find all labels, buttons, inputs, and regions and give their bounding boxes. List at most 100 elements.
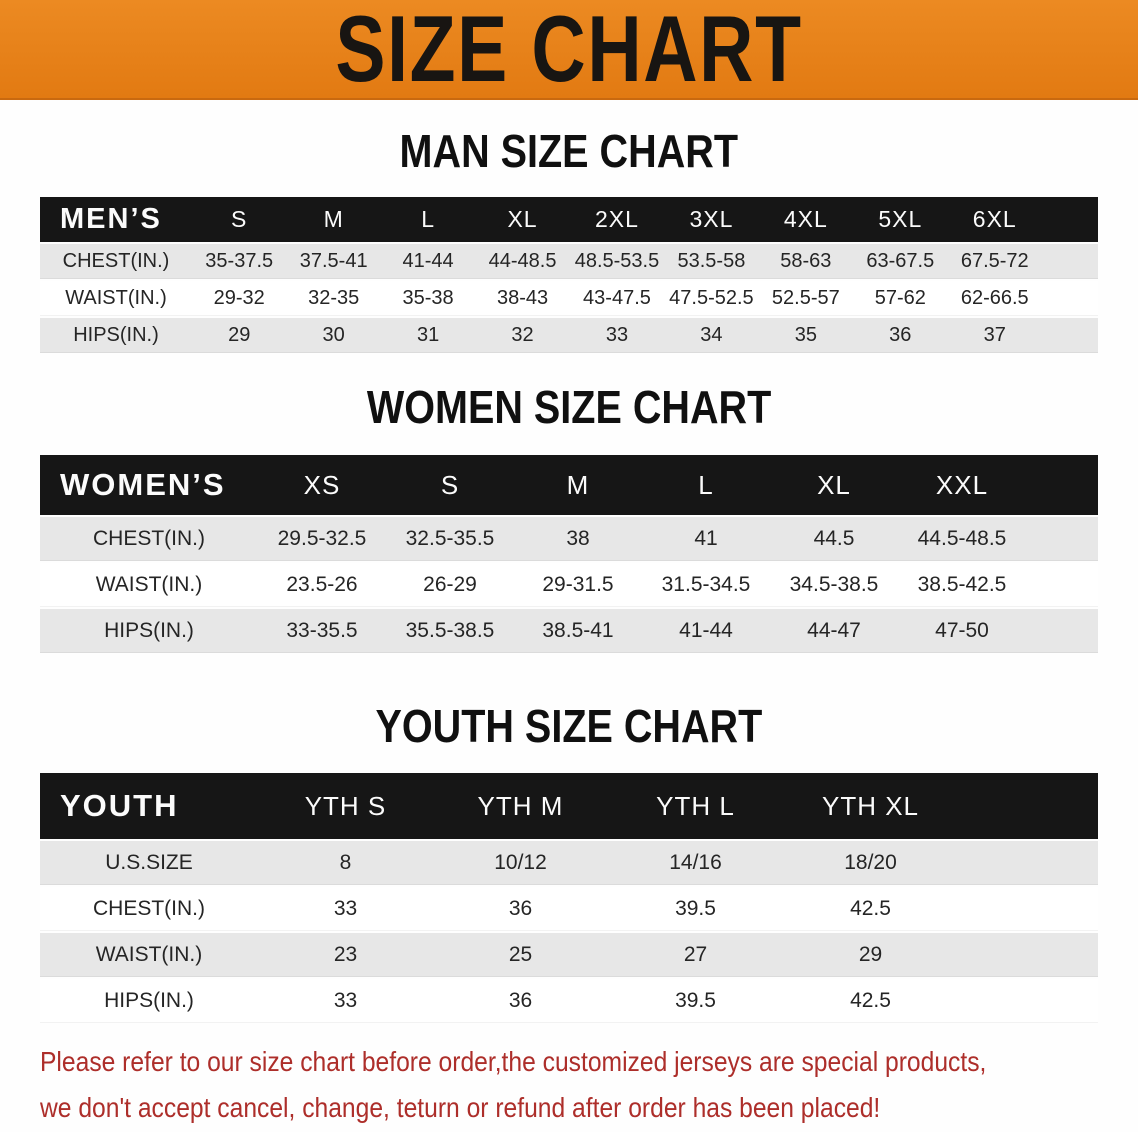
men-cell-2-4: 33 bbox=[605, 324, 629, 346]
men-col-header-2: L bbox=[380, 197, 476, 242]
youth-row-label-3: HIPS(IN.) bbox=[104, 989, 194, 1012]
youth-size-chart-heading-text: YOUTH SIZE CHART bbox=[375, 700, 763, 752]
women-cell-2-4: 44-47 bbox=[807, 619, 861, 642]
men-col-header-3: XL bbox=[475, 197, 570, 242]
men-cell-1-2: 35-38 bbox=[402, 287, 454, 309]
men-cell-1-8: 62-66.5 bbox=[960, 287, 1029, 309]
men-row-label-1: WAIST(IN.) bbox=[65, 287, 167, 309]
men-cell-1-7: 57-62 bbox=[874, 287, 926, 309]
order-disclaimer-note: Please refer to our size chart before or… bbox=[0, 1039, 1138, 1131]
women-cell-0-0: 29.5-32.5 bbox=[277, 527, 367, 550]
men-row-filler-1 bbox=[1042, 281, 1098, 316]
men-cell-0-0: 35-37.5 bbox=[205, 250, 274, 272]
men-row-label-2: HIPS(IN.) bbox=[73, 324, 159, 346]
men-header-row: MEN’S S M L XL 2XL 3XL 4XL 5XL 6XL bbox=[40, 197, 1098, 242]
women-cell-0-4: 44.5 bbox=[813, 527, 855, 550]
youth-cell-2-2: 27 bbox=[683, 943, 708, 966]
youth-row-0: U.S.SIZE 8 10/12 14/16 18/20 bbox=[40, 841, 1098, 885]
men-cell-2-3: 32 bbox=[511, 324, 534, 346]
men-cell-0-6: 58-63 bbox=[780, 250, 832, 272]
men-cell-0-4: 48.5-53.5 bbox=[574, 250, 660, 272]
men-cell-0-5: 53.5-58 bbox=[677, 250, 746, 272]
youth-cell-0-0: 8 bbox=[339, 851, 352, 874]
men-cell-0-1: 37.5-41 bbox=[299, 250, 368, 272]
men-row-filler-2 bbox=[1042, 318, 1098, 353]
men-cell-1-3: 38-43 bbox=[496, 287, 549, 309]
youth-col-header-1: YTH M bbox=[433, 773, 608, 839]
women-row-label-2: HIPS(IN.) bbox=[104, 619, 194, 642]
disclaimer-line-2: we don't accept cancel, change, teturn o… bbox=[40, 1092, 881, 1123]
youth-header-filler bbox=[958, 773, 1098, 839]
women-cell-0-1: 32.5-35.5 bbox=[405, 527, 495, 550]
youth-header-row: YOUTH YTH S YTH M YTH L YTH XL bbox=[40, 773, 1098, 839]
women-cell-2-2: 38.5-41 bbox=[542, 619, 614, 642]
men-cell-1-0: 29-32 bbox=[213, 287, 265, 309]
men-cell-1-6: 52.5-57 bbox=[771, 287, 840, 309]
men-cell-2-0: 29 bbox=[228, 324, 251, 346]
youth-col-header-0: YTH S bbox=[258, 773, 433, 839]
women-row-2: HIPS(IN.) 33-35.5 35.5-38.5 38.5-41 41-44 44-… bbox=[40, 609, 1098, 653]
men-cell-0-8: 67.5-72 bbox=[960, 250, 1029, 272]
youth-cell-1-0: 33 bbox=[333, 897, 358, 920]
youth-col-header-3: YTH XL bbox=[783, 773, 958, 839]
man-size-chart-heading-text: MAN SIZE CHART bbox=[399, 125, 739, 177]
men-cell-1-5: 47.5-52.5 bbox=[669, 287, 754, 309]
youth-cell-1-1: 36 bbox=[508, 897, 533, 920]
women-row-1: WAIST(IN.) 23.5-26 26-29 29-31.5 31.5-34.5 34… bbox=[40, 563, 1098, 607]
youth-row-label-2: WAIST(IN.) bbox=[95, 943, 203, 966]
women-col-header-5: XXL bbox=[898, 455, 1026, 515]
women-corner-label: WOMEN’S bbox=[40, 455, 258, 515]
women-cell-1-5: 38.5-42.5 bbox=[917, 573, 1007, 596]
youth-cell-3-1: 36 bbox=[508, 989, 533, 1012]
youth-row-filler-0 bbox=[958, 841, 1098, 885]
women-cell-1-0: 23.5-26 bbox=[286, 573, 358, 596]
youth-row-label-1: CHEST(IN.) bbox=[93, 897, 205, 920]
women-cell-2-5: 47-50 bbox=[935, 619, 989, 642]
men-col-header-7: 5XL bbox=[853, 197, 948, 242]
men-col-header-4: 2XL bbox=[569, 197, 665, 242]
women-col-header-2: M bbox=[514, 455, 642, 515]
youth-cell-2-3: 29 bbox=[858, 943, 883, 966]
men-col-header-6: 4XL bbox=[758, 197, 854, 242]
women-col-header-1: S bbox=[386, 455, 514, 515]
women-row-filler-2 bbox=[1026, 609, 1098, 653]
men-cell-2-6: 35 bbox=[794, 324, 817, 346]
women-cell-1-2: 29-31.5 bbox=[542, 573, 614, 596]
men-row-2: HIPS(IN.) 29 30 31 32 33 34 35 36 37 bbox=[40, 318, 1098, 353]
women-col-header-3: L bbox=[642, 455, 770, 515]
women-cell-1-3: 31.5-34.5 bbox=[661, 573, 751, 596]
youth-row-2: WAIST(IN.) 23 25 27 29 bbox=[40, 933, 1098, 977]
women-cell-0-2: 38 bbox=[566, 527, 590, 550]
youth-cell-0-2: 14/16 bbox=[669, 851, 722, 874]
women-col-header-4: XL bbox=[770, 455, 898, 515]
women-size-table: WOMEN’S XS S M L XL XXL CHEST(IN.) 29.5-32.5 32.… bbox=[40, 453, 1098, 655]
men-cell-1-4: 43-47.5 bbox=[583, 287, 651, 309]
women-row-filler-1 bbox=[1026, 563, 1098, 607]
women-cell-2-1: 35.5-38.5 bbox=[405, 619, 495, 642]
youth-cell-1-3: 42.5 bbox=[850, 897, 891, 920]
women-col-header-0: XS bbox=[258, 455, 386, 515]
women-cell-0-3: 41 bbox=[694, 527, 718, 550]
youth-cell-3-2: 39.5 bbox=[675, 989, 716, 1012]
men-corner-label: MEN’S bbox=[40, 197, 192, 242]
men-row-filler-0 bbox=[1042, 244, 1098, 279]
men-cell-0-3: 44-48.5 bbox=[488, 250, 557, 272]
youth-row-label-0: U.S.SIZE bbox=[105, 851, 193, 874]
women-size-chart-heading-text: WOMEN SIZE CHART bbox=[366, 381, 772, 433]
youth-cell-2-1: 25 bbox=[508, 943, 533, 966]
women-row-label-1: WAIST(IN.) bbox=[95, 573, 203, 596]
men-cell-0-2: 41-44 bbox=[402, 250, 454, 272]
youth-row-1: CHEST(IN.) 33 36 39.5 42.5 bbox=[40, 887, 1098, 931]
women-row-0: CHEST(IN.) 29.5-32.5 32.5-35.5 38 41 44.5 44.5… bbox=[40, 517, 1098, 561]
youth-cell-3-0: 33 bbox=[333, 989, 358, 1012]
disclaimer-line-1: Please refer to our size chart before or… bbox=[40, 1046, 987, 1077]
men-cell-2-5: 34 bbox=[700, 324, 723, 346]
youth-cell-0-3: 18/20 bbox=[844, 851, 897, 874]
women-cell-1-1: 26-29 bbox=[423, 573, 477, 596]
youth-cell-0-1: 10/12 bbox=[494, 851, 547, 874]
men-cell-0-7: 63-67.5 bbox=[866, 250, 935, 272]
women-header-row: WOMEN’S XS S M L XL XXL bbox=[40, 455, 1098, 515]
women-cell-1-4: 34.5-38.5 bbox=[789, 573, 879, 596]
men-size-table: MEN’S S M L XL 2XL 3XL 4XL 5XL 6XL CHEST(IN.) 35-3… bbox=[40, 195, 1098, 355]
women-cell-2-0: 33-35.5 bbox=[286, 619, 358, 642]
